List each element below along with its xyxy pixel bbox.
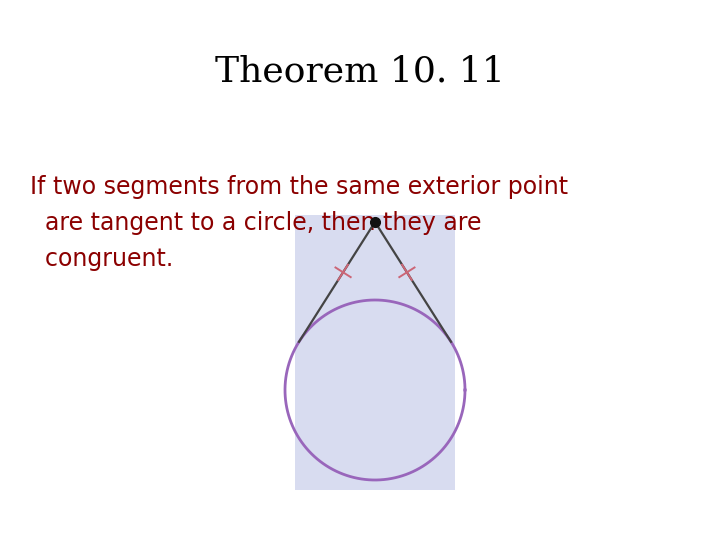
Text: If two segments from the same exterior point: If two segments from the same exterior p… <box>30 175 568 199</box>
Text: are tangent to a circle, then they are: are tangent to a circle, then they are <box>30 211 482 235</box>
Text: congruent.: congruent. <box>30 247 174 271</box>
Text: Theorem 10. 11: Theorem 10. 11 <box>215 55 505 89</box>
Bar <box>295 215 455 490</box>
